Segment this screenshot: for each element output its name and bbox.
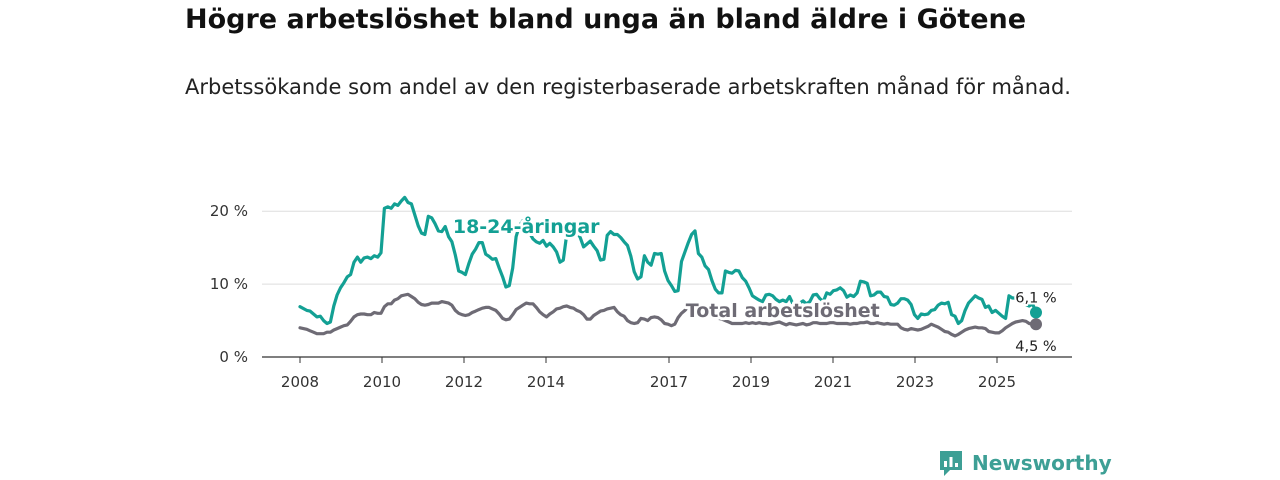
- grid-layer: [262, 210, 1072, 363]
- series-layer: [298, 195, 1042, 338]
- y-tick-label: 10 %: [210, 275, 248, 293]
- youth-series-label: 18-24-åringar: [453, 214, 600, 238]
- page-title: Högre arbetslöshet bland unga än bland ä…: [185, 4, 1027, 35]
- x-tick-label: 2014: [527, 373, 565, 391]
- total-end-value-label: 4,5 %: [1015, 339, 1056, 355]
- brand-logo: Newsworthy: [938, 449, 1112, 477]
- label-layer: 0 % 10 % 20 % 2008 2010 2012 2014 2017 2019 2021 2…: [210, 202, 1059, 391]
- x-tick-label: 2008: [281, 373, 319, 391]
- youth-unemployment-line: [298, 195, 1038, 326]
- brand-name: Newsworthy: [972, 451, 1112, 475]
- x-tick-label: 2010: [363, 373, 401, 391]
- x-tick-label: 2025: [978, 373, 1016, 391]
- total-unemployment-line: [298, 292, 1038, 338]
- youth-end-value-label: 6,1 %: [1015, 291, 1056, 307]
- y-tick-label: 20 %: [210, 202, 248, 220]
- total-series-label: Total arbetslöshet: [686, 300, 880, 322]
- page-subtitle: Arbetssökande som andel av den registerb…: [185, 75, 1071, 99]
- newsworthy-logo-icon: [940, 451, 962, 476]
- x-tick-label: 2012: [445, 373, 483, 391]
- x-tick-label: 2017: [650, 373, 688, 391]
- x-tick-label: 2021: [814, 373, 852, 391]
- total-end-marker: [1030, 318, 1042, 331]
- youth-end-marker: [1030, 306, 1042, 319]
- x-tick-label: 2019: [732, 373, 770, 391]
- y-tick-label: 0 %: [219, 348, 248, 366]
- x-tick-label: 2023: [896, 373, 934, 391]
